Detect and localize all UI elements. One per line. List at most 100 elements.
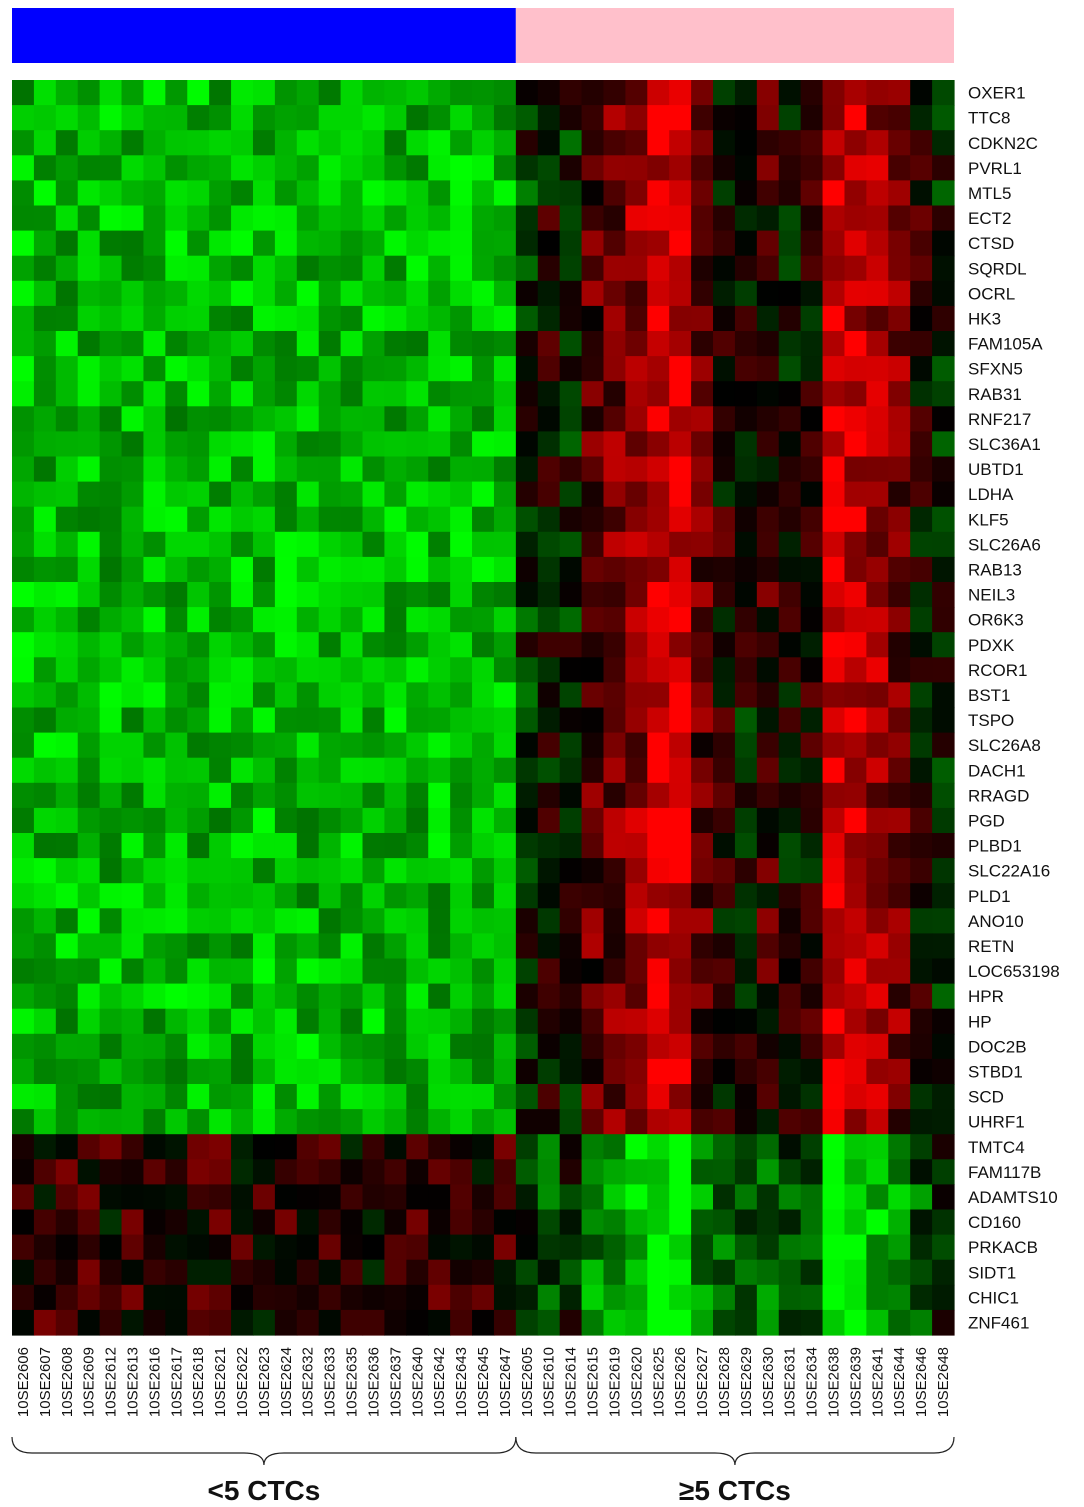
heatmap-cell (296, 707, 320, 734)
heatmap-cell (165, 1209, 188, 1236)
heatmap-cell (537, 732, 561, 759)
heatmap-cell (603, 1058, 626, 1085)
heatmap-cell (231, 1184, 254, 1211)
heatmap-cell (77, 331, 101, 357)
heatmap-cell (493, 657, 517, 683)
heatmap-cell (450, 331, 473, 357)
heatmap-cell (603, 155, 626, 181)
heatmap-cell (910, 431, 933, 458)
heatmap-cell (165, 732, 188, 759)
heatmap-cell (493, 782, 517, 809)
sample-label: 10SE2619 (606, 1347, 623, 1417)
heatmap-cell (165, 506, 188, 533)
heatmap-cell (537, 582, 561, 608)
heatmap-cell (187, 1284, 210, 1311)
heatmap-cell (559, 1209, 583, 1236)
heatmap-cell (384, 908, 407, 934)
heatmap-cell (932, 280, 955, 307)
heatmap-cell (822, 1058, 846, 1085)
heatmap-cell (493, 481, 517, 508)
heatmap-cell (33, 305, 57, 332)
heatmap-cell (143, 1209, 166, 1236)
heatmap-cell (844, 205, 867, 232)
heatmap-cell (99, 807, 123, 834)
heatmap-cell (669, 456, 692, 483)
heatmap-cell (33, 607, 57, 633)
heatmap-cell (55, 531, 79, 558)
heatmap-cell (209, 130, 232, 156)
heatmap-cell (340, 230, 364, 257)
heatmap-cell (406, 230, 429, 257)
heatmap-cell (647, 1109, 670, 1135)
heatmap-cell (274, 506, 298, 533)
heatmap-cell (778, 155, 802, 181)
heatmap-cell (121, 1284, 145, 1311)
heatmap-cell (581, 431, 605, 458)
heatmap-cell (209, 230, 232, 257)
heatmap-cell (734, 1234, 758, 1261)
heatmap-cell (340, 481, 364, 508)
heatmap-cell (713, 1209, 736, 1236)
heatmap-cell (822, 1084, 846, 1110)
heatmap-cell (55, 1008, 79, 1035)
heatmap-cell (800, 105, 824, 131)
heatmap-cell (581, 506, 605, 533)
heatmap-cell (318, 607, 342, 633)
heatmap-cell (713, 707, 736, 734)
heatmap-cell (12, 958, 35, 985)
heatmap-cell (340, 833, 364, 859)
heatmap-cell (669, 1234, 692, 1261)
heatmap-cell (515, 1184, 539, 1211)
heatmap-cell (428, 782, 451, 809)
group-bar-segment (515, 8, 954, 63)
heatmap-cell (274, 858, 298, 884)
heatmap-cell (340, 331, 364, 357)
heatmap-cell (734, 431, 758, 458)
heatmap-cell (121, 1234, 145, 1261)
heatmap-cell (603, 1033, 626, 1060)
heatmap-cell (274, 833, 298, 859)
heatmap-cell (99, 130, 123, 156)
heatmap-cell (143, 1084, 166, 1110)
heatmap-cell (318, 958, 342, 985)
heatmap-cell (713, 1033, 736, 1060)
heatmap-cell (384, 707, 407, 734)
gene-label: KLF5 (968, 510, 1009, 529)
heatmap-cell (362, 833, 386, 859)
heatmap-cell (910, 1309, 933, 1336)
heatmap-cell (12, 456, 35, 483)
heatmap-cell (187, 983, 210, 1010)
heatmap-cell (493, 331, 517, 357)
heatmap-cell (888, 858, 911, 884)
heatmap-cell (362, 130, 386, 156)
heatmap-cell (713, 531, 736, 558)
heatmap-cell (231, 180, 254, 207)
heatmap-cell (669, 1084, 692, 1110)
heatmap-cell (713, 1184, 736, 1211)
heatmap-cell (603, 858, 626, 884)
heatmap-cell (187, 1109, 210, 1135)
gene-label: TTC8 (968, 109, 1011, 128)
heatmap-cell (493, 1234, 517, 1261)
heatmap-cell (910, 506, 933, 533)
heatmap-cell (384, 1084, 407, 1110)
heatmap-cell (143, 933, 166, 960)
heatmap-cell (537, 858, 561, 884)
heatmap-cell (450, 155, 473, 181)
heatmap-cell (822, 833, 846, 859)
heatmap-cell (99, 556, 123, 583)
heatmap-cell (691, 682, 714, 709)
heatmap-cell (515, 1284, 539, 1311)
heatmap-cell (910, 1033, 933, 1060)
heatmap-cell (581, 230, 605, 257)
heatmap-cell (362, 1184, 386, 1211)
heatmap-cell (384, 958, 407, 985)
heatmap-cell (384, 205, 407, 232)
heatmap-cell (55, 1284, 79, 1311)
heatmap-cell (428, 682, 451, 709)
heatmap-cell (515, 1008, 539, 1035)
heatmap-cell (406, 80, 429, 106)
heatmap-cell (472, 1008, 495, 1035)
heatmap-cell (121, 305, 145, 332)
heatmap-cell (625, 833, 648, 859)
